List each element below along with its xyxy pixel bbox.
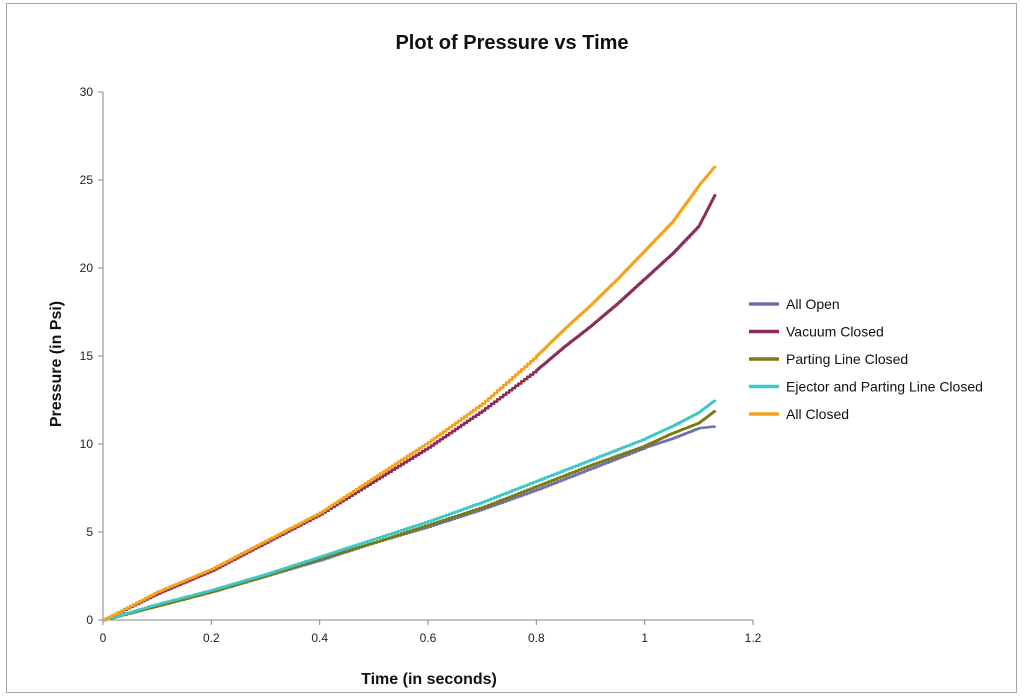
- x-tick-label: 0.4: [311, 631, 328, 645]
- y-tick-label: 15: [80, 349, 94, 363]
- y-tick-label: 10: [80, 437, 94, 451]
- legend: All Open Vacuum Closed Parting Line Closed…: [749, 296, 983, 422]
- series-vacuum-closed-line: [103, 194, 717, 622]
- legend-label-vacuum-closed: Vacuum Closed: [786, 324, 884, 340]
- legend-label-ejector-and-parting-line-closed: Ejector and Parting Line Closed: [786, 379, 983, 395]
- x-axis-title: Time (in seconds): [361, 671, 497, 688]
- series-ejector-and-parting-line-closed-line: [103, 399, 717, 622]
- y-tick-label: 25: [80, 173, 94, 187]
- y-tick-label: 30: [80, 85, 94, 99]
- legend-label-parting-line-closed: Parting Line Closed: [786, 351, 908, 367]
- x-tick-label: 0.6: [420, 631, 437, 645]
- legend-label-all-closed: All Closed: [786, 406, 849, 422]
- x-tick-label: 1.2: [745, 631, 762, 645]
- series-all-closed-line: [103, 165, 717, 622]
- y-axis-title: Pressure (in Psi): [48, 301, 65, 427]
- series-layer: [103, 165, 717, 622]
- x-tick-label: 0: [100, 631, 107, 645]
- legend-label-all-open: All Open: [786, 296, 840, 312]
- x-tick-label: 0.2: [203, 631, 220, 645]
- y-tick-label: 5: [86, 525, 93, 539]
- chart: Plot of Pressure vs Time Pressure (in Ps…: [48, 32, 983, 688]
- x-tick-label: 0.8: [528, 631, 545, 645]
- y-tick-label: 20: [80, 261, 94, 275]
- y-tick-label: 0: [86, 613, 93, 627]
- chart-title: Plot of Pressure vs Time: [395, 32, 628, 54]
- series-parting-line-closed-line: [103, 409, 717, 622]
- chart-frame: Plot of Pressure vs Time Pressure (in Ps…: [6, 3, 1017, 693]
- x-tick-label: 1: [641, 631, 648, 645]
- axes: 0 5 10 15 20 25 30 0 0.2 0.4 0.6 0.8 1 1.2: [80, 85, 762, 645]
